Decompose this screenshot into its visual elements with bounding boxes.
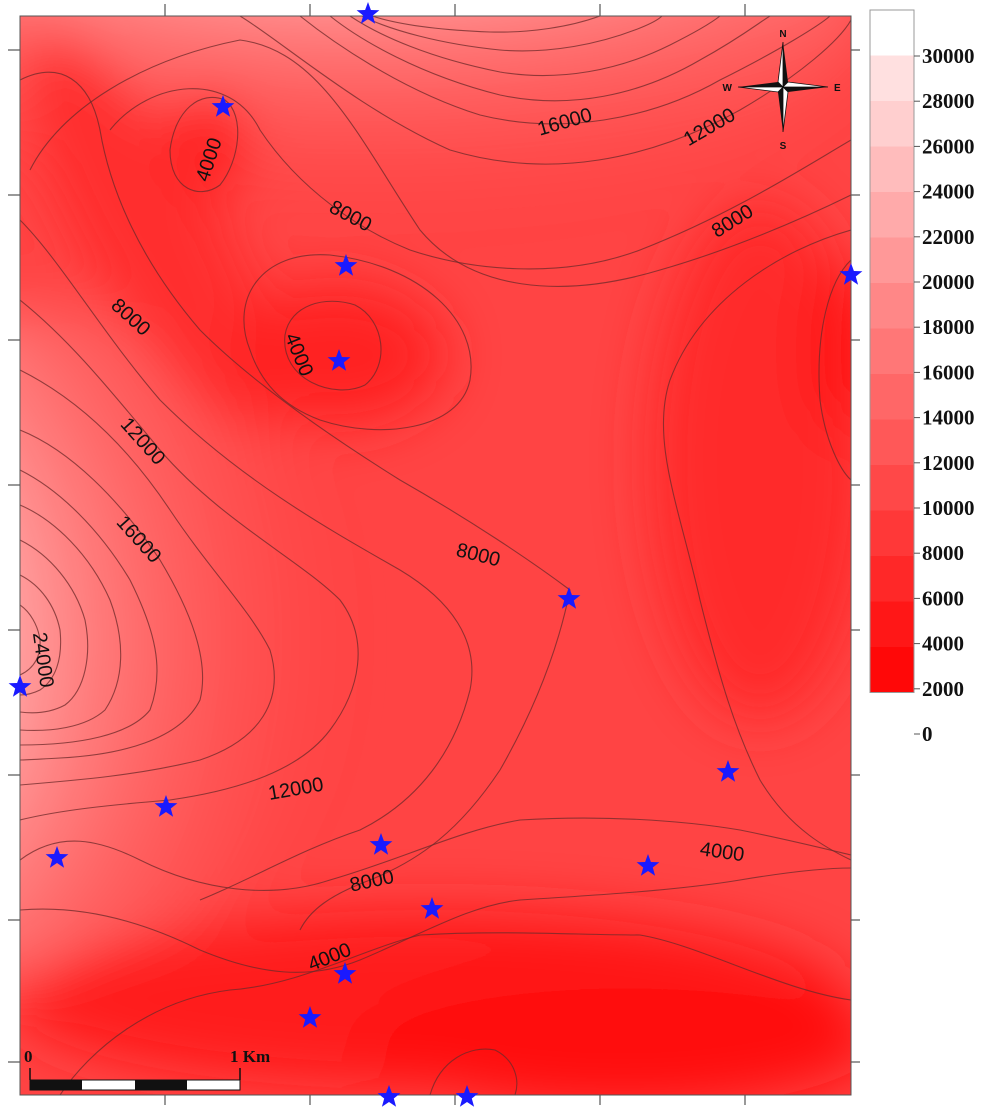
contour-line [20,867,851,973]
star-icon [420,897,444,919]
contour-line [20,504,122,731]
scale-bar: 0 1 Km [24,1047,270,1091]
legend-swatch [870,101,914,147]
legend-border [869,9,915,693]
star-icon [298,1006,322,1028]
legend-swatch [870,647,914,693]
star-icon [455,1085,479,1107]
compass-rose-icon: N S E W [723,29,841,152]
compass-south-label: S [780,141,787,152]
legend-swatch [870,283,914,329]
contour-line [284,300,382,391]
legend-label: 20000 [922,270,975,294]
legend-label: 28000 [922,89,975,113]
legend-label: 2000 [922,677,964,701]
legend-label: 12000 [922,451,975,475]
star-icon [154,795,178,817]
legend-swatch [870,419,914,466]
legend-label: 0 [922,722,933,746]
star-icon [8,675,32,697]
contour-line [243,254,472,431]
star-icon [839,263,863,285]
contour-line [20,429,204,761]
contour-line [20,817,851,891]
legend-label: 4000 [922,632,964,656]
map-border [19,15,852,1096]
legend-swatch [870,328,914,375]
contour-line [329,16,771,102]
contour-line [169,96,239,193]
star-icon [369,833,393,855]
legend-label: 30000 [922,44,975,68]
legend-swatch [870,146,914,193]
contour-line [20,299,359,821]
contour-line [20,574,62,696]
contour-line [20,219,473,901]
contour-line [349,16,721,77]
legend-label: 16000 [922,360,975,384]
contour-line [59,932,851,1095]
scale-end-label: 1 Km [230,1047,270,1066]
compass-west-label: W [723,83,733,94]
color-legend: 3000028000260002400022000200001800016000… [869,9,975,746]
contour-line [20,539,89,714]
legend-label: 6000 [922,586,964,610]
star-icon [211,95,235,117]
scale-start-label: 0 [24,1047,33,1066]
compass-north-label: N [779,29,786,40]
star-icon [557,587,581,609]
map-field [20,16,851,1095]
contour-line [20,469,158,746]
star-icon [377,1085,401,1107]
contour-line [662,229,851,861]
contour-line [109,88,851,270]
star-icon [45,846,69,868]
legend-label: 18000 [922,315,975,339]
compass-east-label: E [834,83,841,94]
legend-label: 10000 [922,496,975,520]
contour-line [371,16,601,33]
legend-label: 14000 [922,406,975,430]
contour-line [20,369,275,786]
legend-label: 22000 [922,225,975,249]
contour-line [239,16,851,165]
legend-swatch [870,192,914,238]
legend-swatch [870,465,914,511]
map-frame-ticks [8,4,860,1105]
star-icon [333,962,357,984]
star-icon [334,254,358,276]
star-icon [716,760,740,782]
star-icon [356,2,380,24]
contour-line [29,39,851,287]
contour-line [429,1048,518,1095]
legend-swatch [870,510,914,557]
legend-swatch [870,10,914,56]
legend-swatch [870,556,914,602]
legend-label: 26000 [922,134,975,158]
contour-lines [20,16,851,1095]
legend-swatch [870,237,914,284]
contour-line [361,16,663,52]
legend-swatch [870,601,914,648]
legend-label: 24000 [922,180,975,204]
contour-line [20,71,571,931]
contour-line [20,604,41,676]
well-markers [8,2,863,1107]
legend-swatch [870,374,914,420]
contour-line [818,259,851,481]
legend-label: 8000 [922,541,964,565]
star-icon [327,349,351,371]
star-icon [636,854,660,876]
legend-swatch [870,55,914,102]
